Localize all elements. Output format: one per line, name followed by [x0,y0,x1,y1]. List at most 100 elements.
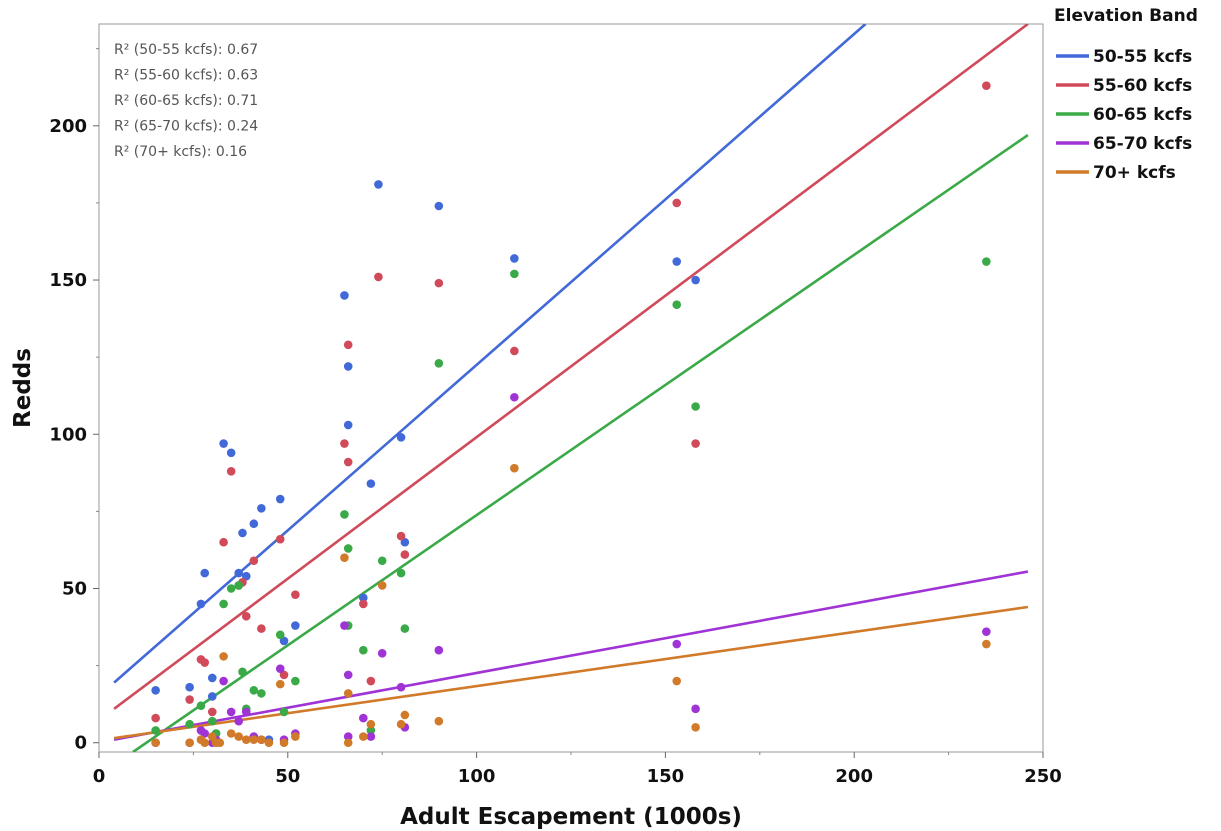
data-point [359,645,368,655]
data-point [434,278,444,288]
data-point [279,707,289,717]
data-point [200,658,210,667]
r2-annotation: R² (55-60 kcfs): 0.63 [114,68,258,84]
data-point [226,729,236,738]
legend-title: Elevation Band [1054,6,1198,26]
data-point [249,556,259,566]
data-point [672,639,682,649]
data-point [151,713,160,723]
data-point [691,439,700,448]
data-point [396,682,406,692]
data-point [340,553,349,562]
data-point [257,624,266,633]
data-point [366,479,376,488]
r2-annotation: R² (70+ kcfs): 0.16 [114,144,247,160]
data-point [434,716,444,726]
data-point [510,392,519,402]
data-point [343,689,353,698]
data-point [207,692,217,701]
y-axis-title: Redds [10,348,36,428]
regression-lines [113,24,1029,752]
data-point [691,402,700,411]
axis-ticks: 0 50 100 150 200 250 0 50 100 150 200 [49,48,1062,787]
data-points [151,81,991,748]
data-point [343,420,353,430]
data-point [343,340,353,350]
data-point [672,676,682,686]
data-point [982,81,991,90]
legend-label: 65-70 kcfs [1093,134,1192,154]
data-point [219,439,228,448]
data-point [343,738,353,748]
data-point [200,729,210,738]
data-point [359,732,368,741]
x-axis-title: Adult Escapement (1000s) [400,804,742,830]
data-point [340,439,349,448]
data-point [343,670,353,680]
data-point [219,676,228,686]
data-point [982,627,991,636]
data-point [400,710,410,720]
data-point [377,556,387,566]
data-point [672,257,682,266]
data-point [219,537,228,547]
data-point [257,689,266,698]
data-point [200,568,210,578]
data-point [691,704,700,714]
regression-line-65-70-kcfs [113,570,1029,741]
data-point [400,624,410,633]
data-point [340,291,349,300]
y-tick-label: 0 [74,733,87,754]
data-point [215,738,225,748]
legend-label: 55-60 kcfs [1093,76,1192,96]
data-point [343,544,353,553]
data-point [982,639,991,649]
data-point [510,254,519,263]
data-point [207,707,217,717]
data-point [234,581,244,590]
data-point [343,362,353,371]
x-tick-label: 0 [93,766,106,787]
data-point [207,673,217,683]
legend-label: 60-65 kcfs [1093,105,1192,125]
data-point [279,670,289,680]
data-point [434,645,444,655]
data-point [275,664,285,674]
data-point [238,667,247,677]
plot-area-frame [98,23,1044,753]
data-point [366,726,376,735]
data-point [257,735,266,744]
data-point [343,457,353,467]
x-tick-label: 250 [1024,766,1062,787]
data-point [396,568,406,578]
data-point [275,534,285,544]
data-point [691,275,700,285]
data-point [234,568,244,578]
data-point [434,359,444,368]
data-point [672,198,682,208]
regression-line-55-60-kcfs [113,24,1029,710]
data-point [234,732,244,741]
data-point [226,584,236,593]
data-point [400,537,410,547]
data-point [340,510,349,519]
legend-label: 50-55 kcfs [1093,47,1192,67]
y-tick-label: 200 [49,116,87,137]
data-point [396,719,406,729]
data-point [691,723,700,732]
data-point [377,648,387,658]
data-point [377,581,387,590]
data-point [185,738,194,748]
r2-annotation: R² (65-70 kcfs): 0.24 [114,119,258,135]
y-tick-label: 150 [49,270,87,291]
data-point [434,201,444,211]
data-point [291,621,300,630]
r2-annotation: R² (50-55 kcfs): 0.67 [114,42,258,58]
data-point [207,716,217,726]
data-point [226,707,236,717]
data-point [291,676,300,686]
data-point [241,611,251,621]
data-point [151,738,160,748]
data-point [359,593,368,603]
